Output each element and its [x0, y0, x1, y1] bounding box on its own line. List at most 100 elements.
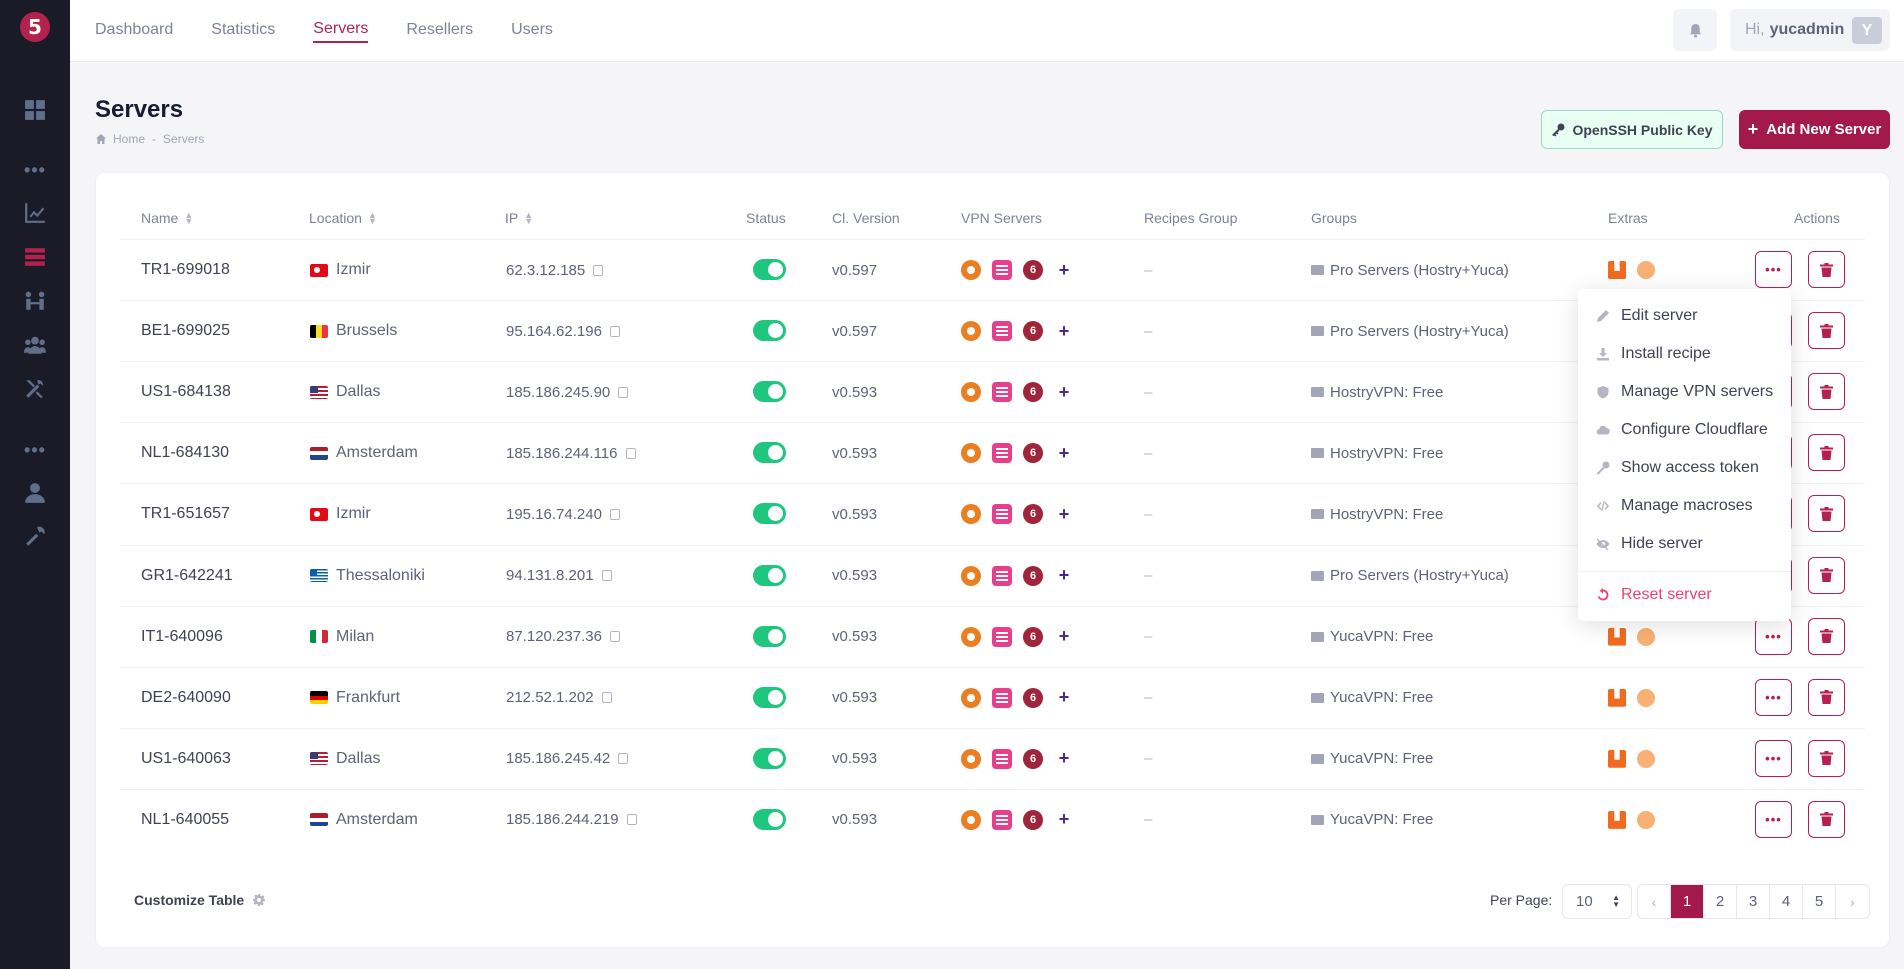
statistics-icon[interactable]: [22, 200, 48, 226]
page-button-4[interactable]: 4: [1770, 885, 1803, 918]
servers-icon[interactable]: [22, 244, 48, 270]
trash-icon: [1820, 323, 1833, 338]
status-toggle[interactable]: [753, 442, 786, 464]
copy-icon[interactable]: [609, 325, 620, 337]
menu-hide-server[interactable]: Hide server: [1578, 525, 1791, 563]
customize-table-button[interactable]: Customize Table: [134, 892, 266, 908]
delete-server-button[interactable]: [1808, 617, 1845, 655]
group-label: HostryVPN: Free: [1330, 505, 1444, 523]
server-name[interactable]: US1-640063: [141, 749, 231, 767]
per-page-select[interactable]: 10 ▲ ▼: [1562, 884, 1632, 919]
avatar: Y: [1852, 17, 1882, 44]
copy-icon[interactable]: [593, 264, 604, 276]
server-name[interactable]: BE1-699025: [141, 322, 230, 340]
notifications-button[interactable]: [1673, 9, 1717, 51]
resellers-icon[interactable]: [22, 288, 48, 314]
column-header-groups: Groups: [1311, 210, 1357, 226]
status-toggle[interactable]: [753, 564, 786, 586]
menu-show-token[interactable]: Show access token: [1578, 449, 1791, 487]
openssh-key-button[interactable]: OpenSSH Public Key: [1541, 110, 1723, 149]
copy-icon[interactable]: [609, 631, 620, 643]
recipes-group: –: [1144, 567, 1153, 584]
folder-icon: [1311, 753, 1324, 764]
server-name[interactable]: TR1-651657: [141, 505, 230, 523]
cloudflare-icon: [1637, 261, 1655, 279]
status-toggle[interactable]: [753, 503, 786, 525]
copy-icon[interactable]: [618, 386, 629, 398]
prev-page-button[interactable]: ‹: [1638, 885, 1671, 918]
app-logo[interactable]: 5: [20, 12, 50, 42]
tools-icon[interactable]: [22, 376, 48, 402]
menu-manage-vpn[interactable]: Manage VPN servers: [1578, 373, 1791, 411]
copy-icon[interactable]: [625, 447, 636, 459]
extras: [1608, 729, 1655, 789]
menu-reset-server[interactable]: Reset server: [1578, 576, 1791, 614]
menu-configure-cloudflare[interactable]: Configure Cloudflare: [1578, 411, 1791, 449]
server-name[interactable]: NL1-640055: [141, 810, 230, 828]
column-header-name[interactable]: Name ▲ ▼: [141, 210, 194, 226]
group-label: Pro Servers (Hostry+Yuca): [1330, 261, 1509, 279]
server-name[interactable]: NL1-684130: [141, 444, 230, 462]
page-button-2[interactable]: 2: [1704, 885, 1737, 918]
delete-server-button[interactable]: [1808, 312, 1845, 350]
user-menu[interactable]: Hi, yucadmin Y: [1730, 9, 1890, 51]
delete-server-button[interactable]: [1808, 495, 1845, 533]
copy-icon[interactable]: [618, 753, 629, 765]
more-actions-button[interactable]: •••: [1755, 739, 1792, 777]
status-toggle[interactable]: [753, 320, 786, 342]
per-page-label: Per Page:: [1490, 892, 1553, 908]
nav-users[interactable]: Users: [511, 20, 553, 38]
status-toggle[interactable]: [753, 747, 786, 769]
column-header-location[interactable]: Location ▲ ▼: [309, 210, 377, 226]
status-toggle[interactable]: [753, 259, 786, 280]
server-name[interactable]: TR1-699018: [141, 261, 230, 278]
server-name[interactable]: IT1-640096: [141, 627, 223, 645]
server-name[interactable]: DE2-640090: [141, 688, 231, 706]
copy-icon[interactable]: [609, 508, 620, 520]
nav-statistics[interactable]: Statistics: [211, 20, 276, 38]
shadowsocks-icon: [992, 748, 1012, 769]
delete-server-button[interactable]: [1808, 434, 1845, 472]
server-name[interactable]: GR1-642241: [141, 566, 233, 584]
nav-dashboard[interactable]: Dashboard: [95, 20, 174, 38]
status-toggle[interactable]: [753, 625, 786, 647]
copy-icon[interactable]: [626, 814, 637, 826]
menu-edit-server[interactable]: Edit server: [1578, 297, 1791, 335]
settings-icon[interactable]: [22, 524, 48, 550]
more-actions-button[interactable]: •••: [1755, 617, 1792, 655]
copy-icon[interactable]: [601, 692, 612, 704]
recipes-group: –: [1144, 383, 1153, 401]
nav-resellers[interactable]: Resellers: [406, 20, 474, 38]
status-toggle[interactable]: [753, 381, 786, 403]
openvpn-icon: [961, 443, 981, 464]
nav-servers[interactable]: Servers: [313, 20, 369, 43]
copy-icon[interactable]: [601, 570, 612, 581]
server-group: YucaVPN: Free: [1311, 790, 1433, 850]
account-icon[interactable]: [22, 480, 48, 506]
more-actions-button[interactable]: •••: [1755, 251, 1792, 288]
delete-server-button[interactable]: [1808, 556, 1845, 594]
delete-server-button[interactable]: [1808, 800, 1845, 838]
delete-server-button[interactable]: [1808, 373, 1845, 411]
server-name[interactable]: US1-684138: [141, 383, 231, 401]
page-button-3[interactable]: 3: [1737, 885, 1770, 918]
breadcrumb-home[interactable]: Home: [113, 132, 146, 146]
menu-install-recipe[interactable]: Install recipe: [1578, 335, 1791, 373]
users-icon[interactable]: [22, 332, 48, 358]
more-actions-button[interactable]: •••: [1755, 678, 1792, 716]
openvpn-icon: [961, 382, 981, 403]
next-page-button[interactable]: ›: [1836, 885, 1869, 918]
page-button-1[interactable]: 1: [1671, 885, 1704, 918]
delete-server-button[interactable]: [1808, 251, 1845, 288]
column-header-ip[interactable]: IP ▲ ▼: [505, 210, 534, 226]
page-button-5[interactable]: 5: [1803, 885, 1836, 918]
delete-server-button[interactable]: [1808, 678, 1845, 716]
status-toggle[interactable]: [753, 686, 786, 708]
column-header-recipes: Recipes Group: [1144, 210, 1238, 226]
dashboard-icon[interactable]: [22, 97, 48, 123]
more-actions-button[interactable]: •••: [1755, 800, 1792, 838]
status-toggle[interactable]: [753, 808, 786, 830]
menu-manage-macroses[interactable]: Manage macroses: [1578, 487, 1791, 525]
add-server-button[interactable]: + Add New Server: [1739, 110, 1890, 149]
delete-server-button[interactable]: [1808, 739, 1845, 777]
